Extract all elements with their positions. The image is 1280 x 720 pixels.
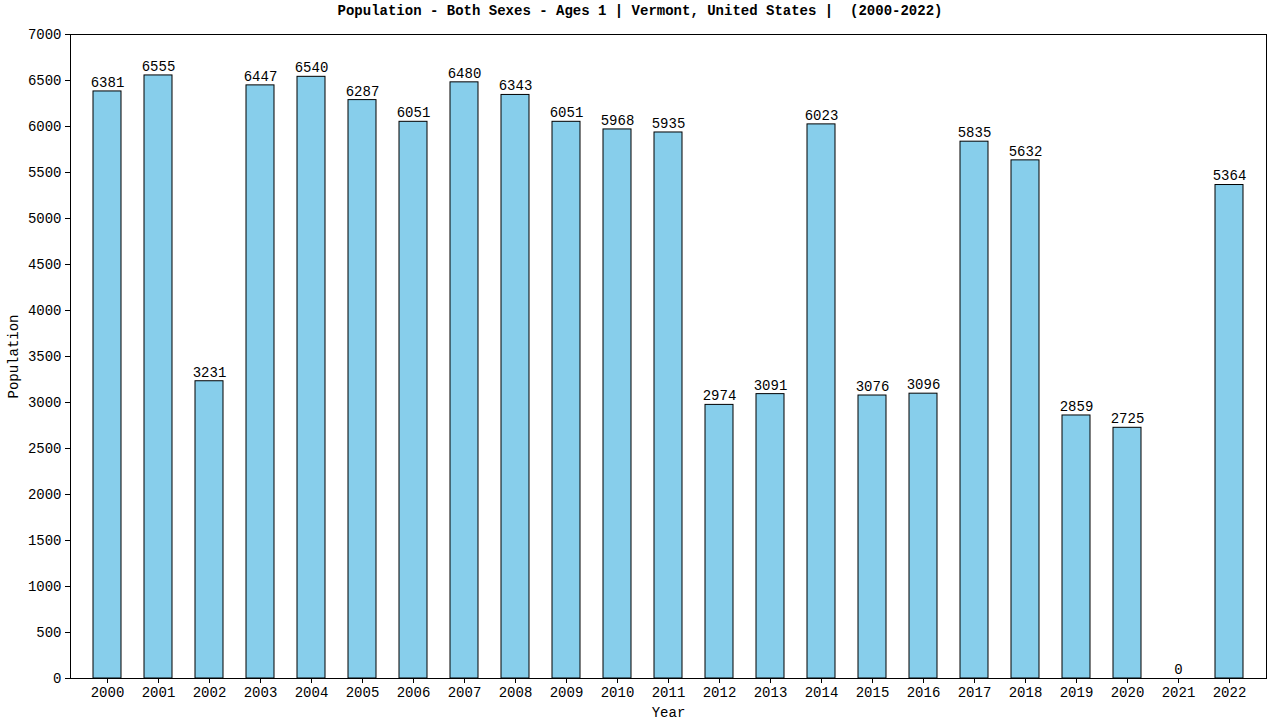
- svg-text:4500: 4500: [28, 257, 62, 273]
- svg-text:2007: 2007: [448, 685, 482, 701]
- svg-text:2020: 2020: [1111, 685, 1145, 701]
- svg-text:6500: 6500: [28, 73, 62, 89]
- svg-text:3000: 3000: [28, 395, 62, 411]
- svg-text:2021: 2021: [1162, 685, 1196, 701]
- svg-text:2001: 2001: [142, 685, 176, 701]
- svg-text:2015: 2015: [856, 685, 890, 701]
- svg-text:2003: 2003: [244, 685, 278, 701]
- svg-text:5632: 5632: [1009, 144, 1043, 160]
- svg-text:6000: 6000: [28, 119, 62, 135]
- svg-text:5935: 5935: [652, 116, 686, 132]
- svg-text:2004: 2004: [295, 685, 329, 701]
- svg-text:5000: 5000: [28, 211, 62, 227]
- svg-text:3091: 3091: [754, 378, 788, 394]
- svg-text:2014: 2014: [805, 685, 839, 701]
- svg-text:0: 0: [53, 671, 61, 687]
- svg-text:2016: 2016: [907, 685, 941, 701]
- svg-text:1500: 1500: [28, 533, 62, 549]
- svg-text:2725: 2725: [1111, 411, 1145, 427]
- svg-text:0: 0: [1174, 662, 1182, 678]
- svg-text:2018: 2018: [1009, 685, 1043, 701]
- svg-text:2011: 2011: [652, 685, 686, 701]
- svg-text:2009: 2009: [550, 685, 584, 701]
- svg-text:500: 500: [36, 625, 61, 641]
- svg-text:6480: 6480: [448, 66, 482, 82]
- svg-text:6051: 6051: [550, 105, 584, 121]
- svg-text:6051: 6051: [397, 105, 431, 121]
- svg-text:3500: 3500: [28, 349, 62, 365]
- svg-text:6447: 6447: [244, 69, 278, 85]
- svg-text:6287: 6287: [346, 84, 380, 100]
- svg-text:1000: 1000: [28, 579, 62, 595]
- svg-text:2010: 2010: [601, 685, 635, 701]
- svg-text:3076: 3076: [856, 379, 890, 395]
- svg-text:2000: 2000: [28, 487, 62, 503]
- html-text:Population - Both Sexes - Ages: Population - Both Sexes - Ages 1 | Vermo…: [337, 3, 943, 19]
- svg-text:5364: 5364: [1213, 168, 1247, 184]
- svg-text:2974: 2974: [703, 388, 737, 404]
- svg-text:2008: 2008: [499, 685, 533, 701]
- svg-text:6540: 6540: [295, 60, 329, 76]
- svg-text:4000: 4000: [28, 303, 62, 319]
- svg-text:6023: 6023: [805, 108, 839, 124]
- svg-text:2017: 2017: [958, 685, 992, 701]
- svg-text:2000: 2000: [91, 685, 125, 701]
- svg-text:2019: 2019: [1060, 685, 1094, 701]
- svg-text:Population: Population: [6, 314, 22, 398]
- svg-text:6555: 6555: [142, 59, 176, 75]
- svg-text:2859: 2859: [1060, 399, 1094, 415]
- svg-text:2012: 2012: [703, 685, 737, 701]
- svg-text:3231: 3231: [193, 365, 227, 381]
- svg-text:5835: 5835: [958, 125, 992, 141]
- svg-text:5500: 5500: [28, 165, 62, 181]
- svg-text:3096: 3096: [907, 377, 941, 393]
- svg-text:2006: 2006: [397, 685, 431, 701]
- svg-text:2013: 2013: [754, 685, 788, 701]
- svg-text:2500: 2500: [28, 441, 62, 457]
- svg-text:2002: 2002: [193, 685, 227, 701]
- svg-text:Year: Year: [652, 705, 686, 720]
- svg-text:5968: 5968: [601, 113, 635, 129]
- svg-text:7000: 7000: [28, 27, 62, 43]
- svg-text:6381: 6381: [91, 75, 125, 91]
- svg-text:2005: 2005: [346, 685, 380, 701]
- svg-text:6343: 6343: [499, 78, 533, 94]
- svg-text:2022: 2022: [1213, 685, 1247, 701]
